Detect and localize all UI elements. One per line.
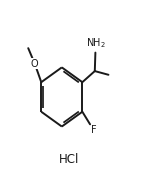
Text: HCl: HCl [59,153,79,166]
Text: F: F [91,126,97,136]
Text: NH$_2$: NH$_2$ [86,36,106,50]
Text: O: O [31,59,39,69]
